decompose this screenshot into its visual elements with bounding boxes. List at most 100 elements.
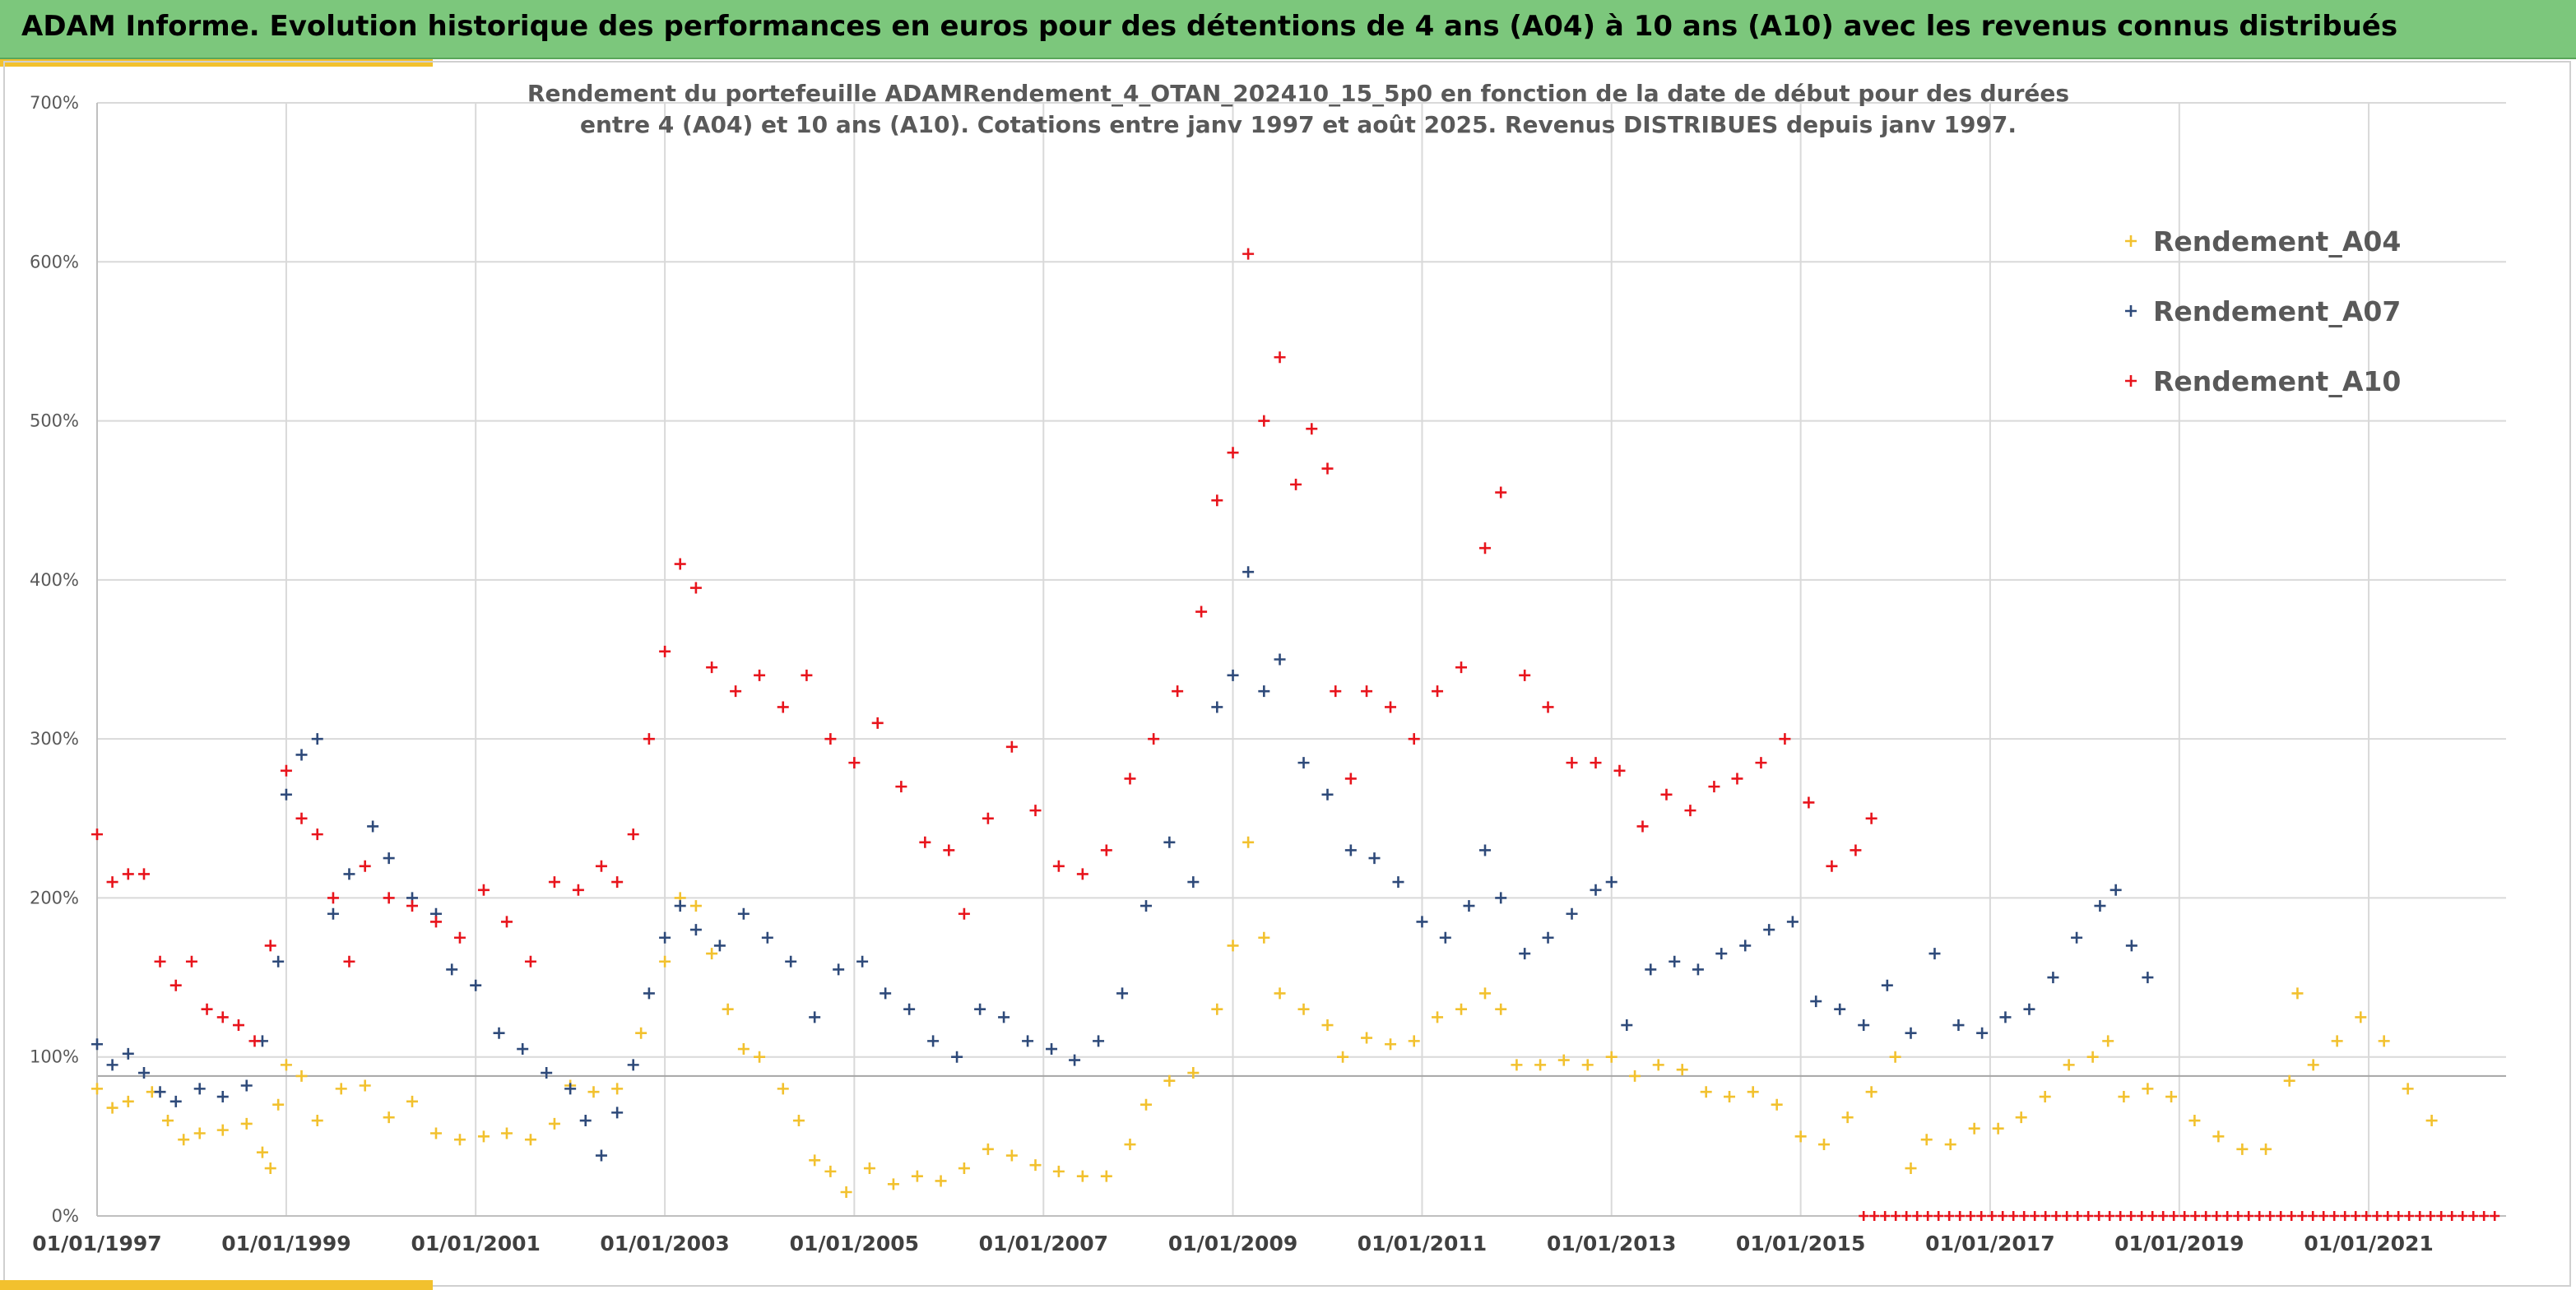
data-point: [2212, 1130, 2225, 1143]
legend-marker: [2125, 235, 2137, 247]
data-point: [674, 900, 686, 912]
data-point: [1330, 685, 1342, 698]
data-point: [383, 852, 395, 865]
data-point: [106, 1102, 118, 1114]
data-point: [643, 987, 655, 1000]
x-tick-label: 01/01/1997: [32, 1232, 161, 1255]
baseline-marker: [2458, 1211, 2468, 1221]
data-point: [1542, 701, 1554, 713]
baseline-marker: [1891, 1211, 1901, 1221]
data-point: [1636, 820, 1649, 833]
data-point: [2402, 1083, 2414, 1095]
data-point: [383, 1111, 395, 1124]
data-point: [611, 876, 624, 889]
data-point: [689, 582, 702, 594]
data-point: [998, 1011, 1010, 1023]
data-point: [1944, 1139, 1956, 1151]
data-point: [1794, 1130, 1807, 1143]
data-point: [2023, 1003, 2035, 1015]
data-point: [1290, 478, 1302, 490]
data-point: [1629, 1070, 1641, 1082]
data-point: [1187, 876, 1200, 889]
x-tick-label: 01/01/2005: [790, 1232, 919, 1255]
data-point: [761, 931, 773, 944]
data-point: [216, 1091, 229, 1103]
data-point: [754, 1051, 766, 1063]
data-point: [1344, 844, 1357, 856]
x-tick-label: 01/01/2017: [1925, 1232, 2054, 1255]
data-point: [264, 940, 276, 952]
data-point: [2118, 1091, 2130, 1103]
baseline-marker: [1869, 1211, 1880, 1221]
baseline-marker: [2137, 1211, 2147, 1221]
data-point: [1834, 1003, 1846, 1015]
baseline-marker: [2201, 1211, 2212, 1221]
baseline-marker: [2393, 1211, 2404, 1221]
data-point: [91, 828, 103, 841]
data-point: [1881, 979, 1893, 991]
data-point: [2039, 1091, 2051, 1103]
x-tick-label: 01/01/2007: [979, 1232, 1108, 1255]
data-point: [943, 844, 955, 856]
data-point: [429, 1127, 442, 1139]
data-point: [1865, 812, 1877, 824]
baseline-marker: [2190, 1211, 2201, 1221]
accent-bar-top: [0, 59, 433, 67]
data-point: [541, 1067, 553, 1079]
baseline-marker: [2008, 1211, 2019, 1221]
data-point: [1227, 669, 1239, 681]
data-point: [1534, 1059, 1547, 1071]
series-rendement_a07: [91, 566, 2154, 1162]
data-point: [1566, 757, 1578, 769]
data-point: [572, 884, 584, 896]
data-point: [2015, 1111, 2027, 1124]
data-point: [548, 876, 560, 889]
baseline-marker: [2340, 1211, 2351, 1221]
data-point: [1992, 1122, 2004, 1135]
data-point: [1605, 876, 1618, 889]
data-point: [272, 955, 285, 968]
baseline-marker: [2244, 1211, 2254, 1221]
baseline-marker: [2361, 1211, 2372, 1221]
data-point: [777, 701, 789, 713]
data-point: [1140, 1098, 1153, 1111]
data-point: [193, 1127, 206, 1139]
x-tick-label: 01/01/2011: [1358, 1232, 1487, 1255]
data-point: [706, 661, 718, 674]
data-point: [1660, 788, 1673, 800]
data-point: [1952, 1019, 1965, 1032]
data-point: [1297, 1003, 1310, 1015]
data-point: [856, 955, 869, 968]
page-title: ADAM Informe. Evolution historique des p…: [21, 10, 2398, 43]
data-point: [1645, 963, 1657, 976]
data-point: [1479, 844, 1491, 856]
baseline-marker: [1944, 1211, 1955, 1221]
data-point: [840, 1186, 852, 1199]
y-tick-label: 0%: [52, 1206, 79, 1226]
data-point: [122, 868, 134, 880]
y-tick-label: 100%: [30, 1047, 79, 1067]
data-point: [903, 1003, 916, 1015]
y-tick-label: 400%: [30, 570, 79, 590]
data-point: [335, 1083, 347, 1095]
data-point: [706, 948, 718, 960]
baseline-marker: [2062, 1211, 2072, 1221]
data-point: [1242, 566, 1255, 578]
data-point: [1211, 494, 1223, 507]
data-point: [1432, 685, 1444, 698]
data-point: [1519, 948, 1531, 960]
baseline-marker: [2318, 1211, 2329, 1221]
data-point: [1093, 1035, 1105, 1047]
data-point: [327, 892, 339, 904]
data-point: [1708, 781, 1720, 793]
y-tick-label: 300%: [30, 729, 79, 749]
data-point: [1432, 1011, 1444, 1023]
data-point: [470, 979, 482, 991]
chart-title-line: entre 4 (A04) et 10 ans (A10). Cotations…: [580, 111, 2017, 138]
data-point: [2425, 1115, 2438, 1127]
data-point: [216, 1124, 229, 1136]
data-point: [359, 1079, 371, 1092]
x-tick-label: 01/01/2015: [1736, 1232, 1865, 1255]
legend: Rendement_A04 Rendement_A07 Rendement_A10: [2125, 225, 2401, 397]
data-point: [406, 1095, 419, 1107]
